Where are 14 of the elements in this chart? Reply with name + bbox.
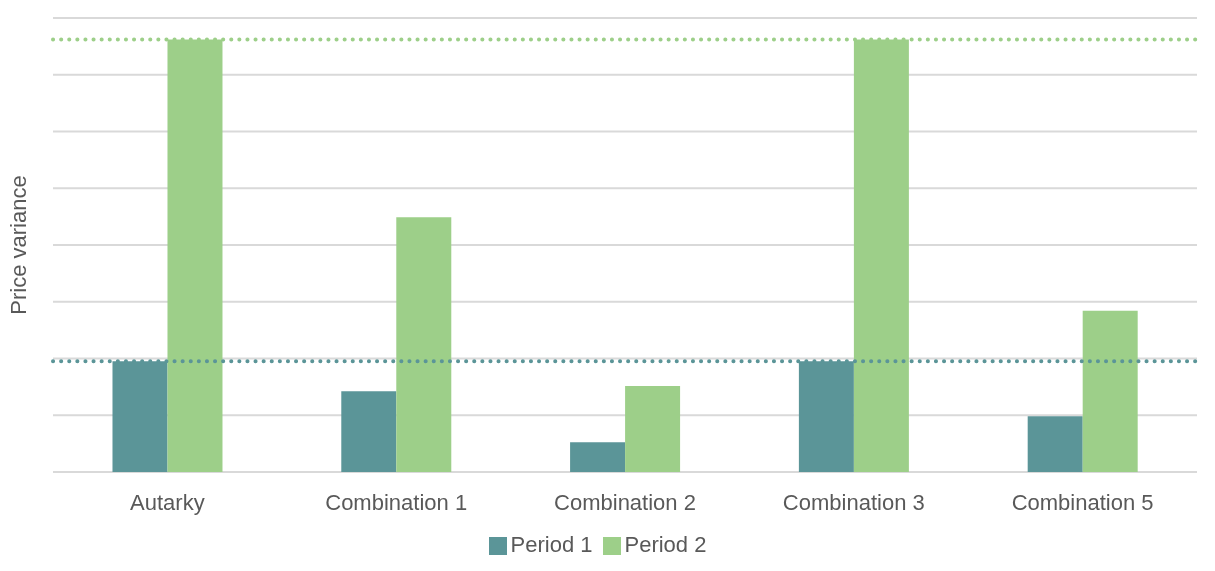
bar bbox=[396, 217, 452, 472]
x-tick-label: Combination 1 bbox=[325, 489, 468, 515]
bar bbox=[625, 385, 681, 472]
x-tick-label: Combination 2 bbox=[554, 489, 696, 515]
x-tick-label: Combination 3 bbox=[782, 489, 925, 515]
x-tick-label: Combination 5 bbox=[1011, 489, 1154, 515]
x-tick-label: Autarky bbox=[130, 489, 205, 515]
bar bbox=[1027, 416, 1083, 472]
legend-label: Period 1 bbox=[510, 532, 593, 557]
bar bbox=[341, 391, 397, 472]
bar bbox=[1082, 310, 1138, 472]
bar bbox=[570, 442, 626, 472]
y-axis-title: Price variance bbox=[5, 175, 31, 315]
legend-label: Period 2 bbox=[624, 532, 707, 557]
